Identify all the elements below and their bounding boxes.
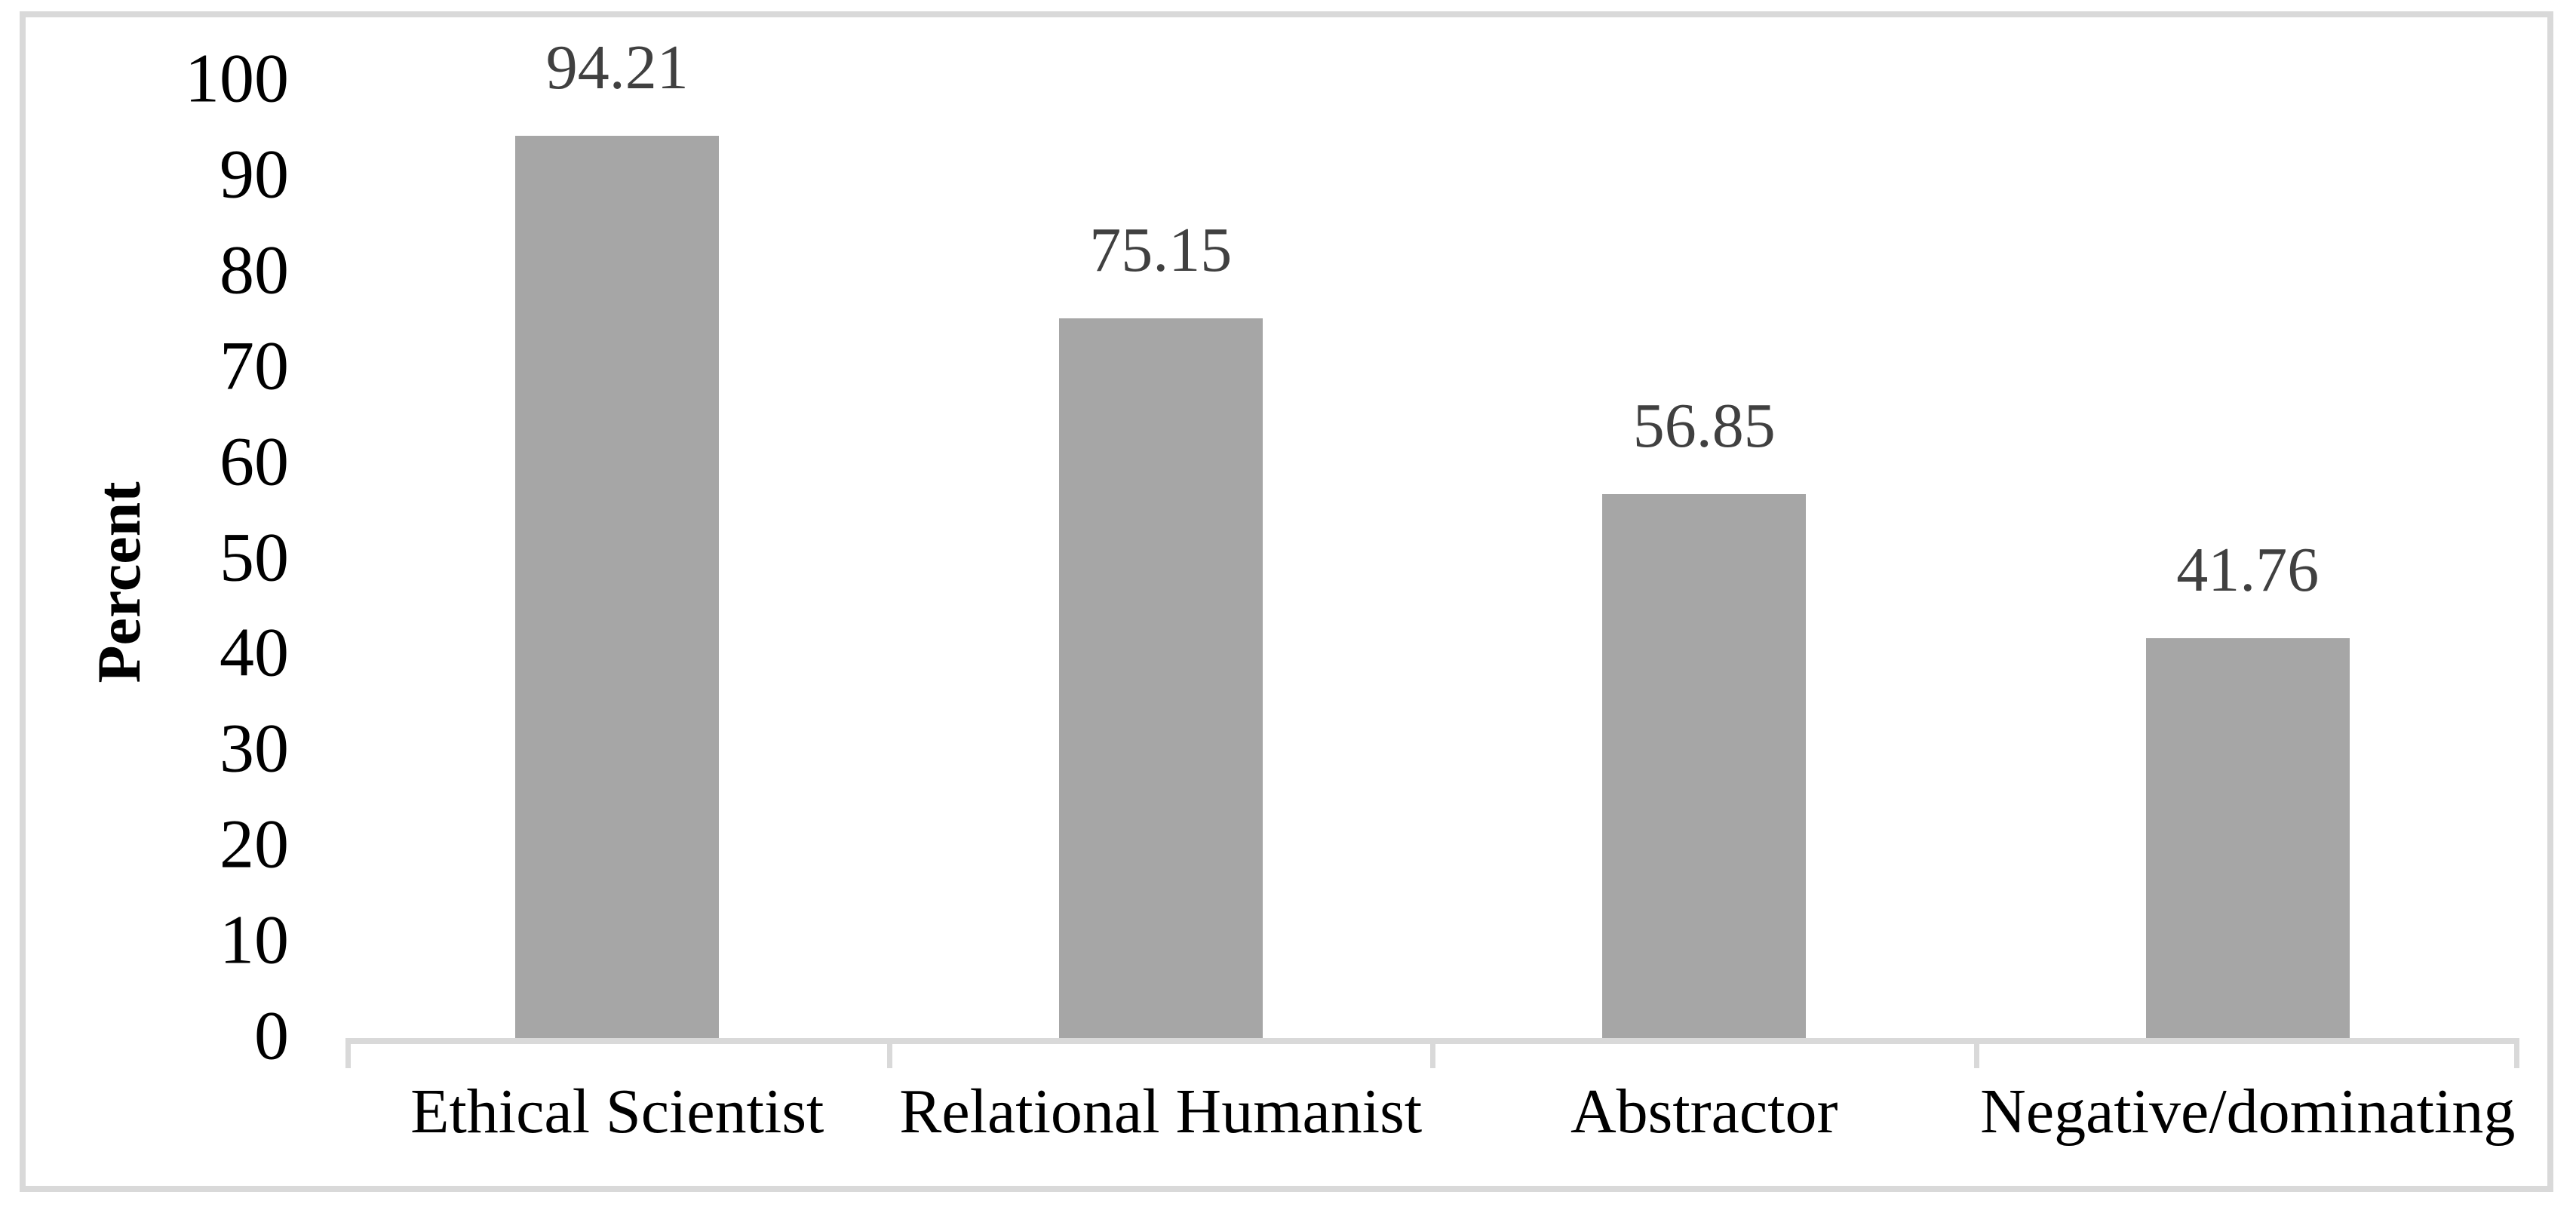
y-axis-tick-label: 0 <box>254 997 289 1074</box>
y-axis-tick-label: 100 <box>185 39 289 117</box>
y-axis-tick-label: 50 <box>220 517 289 595</box>
category-label: Relational Humanist <box>899 1076 1423 1147</box>
category-label: Ethical Scientist <box>410 1076 824 1147</box>
y-axis-tick-label: 90 <box>220 135 289 213</box>
bar-value-label: 75.15 <box>1089 215 1233 286</box>
bar-value-label: 41.76 <box>2176 535 2320 606</box>
bar-3 <box>1602 493 1807 1038</box>
y-axis-tick-label: 30 <box>220 709 289 787</box>
bar-value-label: 56.85 <box>1632 390 1776 461</box>
category-label: Abstractor <box>1570 1076 1838 1147</box>
y-axis-tick-label: 40 <box>220 613 289 691</box>
category-label: Negative/dominating <box>1980 1076 2516 1147</box>
bar-4 <box>2145 638 2350 1038</box>
y-axis-tick-label: 10 <box>220 901 289 978</box>
y-axis-tick-label: 70 <box>220 327 289 404</box>
bar-value-label: 94.21 <box>545 32 689 103</box>
x-axis-tick-mark <box>1973 1038 1979 1068</box>
y-axis-tick-label: 60 <box>220 422 289 499</box>
y-axis-tick-label: 80 <box>220 231 289 309</box>
bar-2 <box>1058 318 1263 1038</box>
x-axis-tick-mark <box>1430 1038 1435 1068</box>
x-axis-tick-mark <box>345 1038 351 1068</box>
bar-1 <box>515 136 720 1038</box>
y-axis-tick-label: 20 <box>220 805 289 883</box>
x-axis-tick-mark <box>886 1038 892 1068</box>
chart-border-frame <box>20 11 2553 1192</box>
x-axis-tick-mark <box>2514 1038 2519 1068</box>
